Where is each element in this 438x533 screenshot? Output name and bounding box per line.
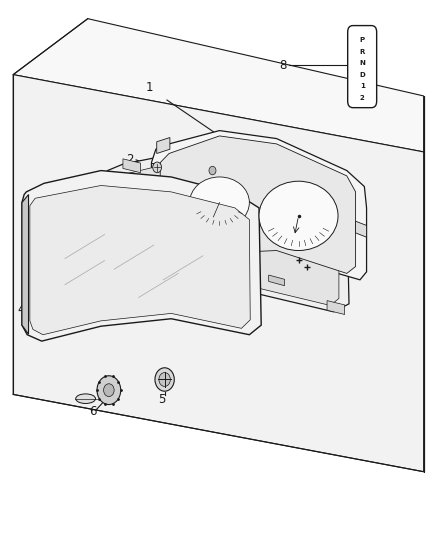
Polygon shape [104,152,348,312]
Polygon shape [156,138,170,154]
Polygon shape [151,131,366,280]
Ellipse shape [76,394,95,403]
Polygon shape [13,19,423,152]
Polygon shape [355,221,366,237]
Polygon shape [268,275,284,286]
Text: 1: 1 [359,83,364,89]
Polygon shape [151,163,160,259]
Polygon shape [30,185,250,335]
Polygon shape [324,188,342,201]
Polygon shape [22,171,261,341]
Circle shape [97,376,120,405]
Polygon shape [176,275,192,286]
Text: 1: 1 [145,82,153,94]
Circle shape [208,166,215,175]
Polygon shape [201,146,219,160]
Text: 2: 2 [359,95,364,101]
Polygon shape [326,301,344,314]
Circle shape [128,290,135,298]
Circle shape [152,162,161,173]
Text: 2: 2 [125,154,133,166]
Text: 3: 3 [64,233,71,246]
Polygon shape [110,160,338,305]
Polygon shape [22,195,28,334]
Polygon shape [211,269,227,279]
Text: 4: 4 [17,303,25,316]
Polygon shape [104,179,110,290]
Text: R: R [359,49,364,54]
Circle shape [215,282,223,291]
Circle shape [159,373,170,386]
Circle shape [103,384,114,397]
Ellipse shape [258,181,337,251]
Text: P: P [359,37,364,43]
Circle shape [155,368,174,391]
Polygon shape [160,136,355,273]
Circle shape [127,180,134,188]
Text: N: N [358,60,364,66]
FancyBboxPatch shape [347,26,376,108]
Text: 6: 6 [89,405,97,418]
Text: D: D [358,71,364,78]
Text: 5: 5 [158,393,165,406]
Polygon shape [13,75,423,472]
Ellipse shape [189,177,249,228]
Polygon shape [123,159,140,173]
Text: 8: 8 [279,59,286,71]
